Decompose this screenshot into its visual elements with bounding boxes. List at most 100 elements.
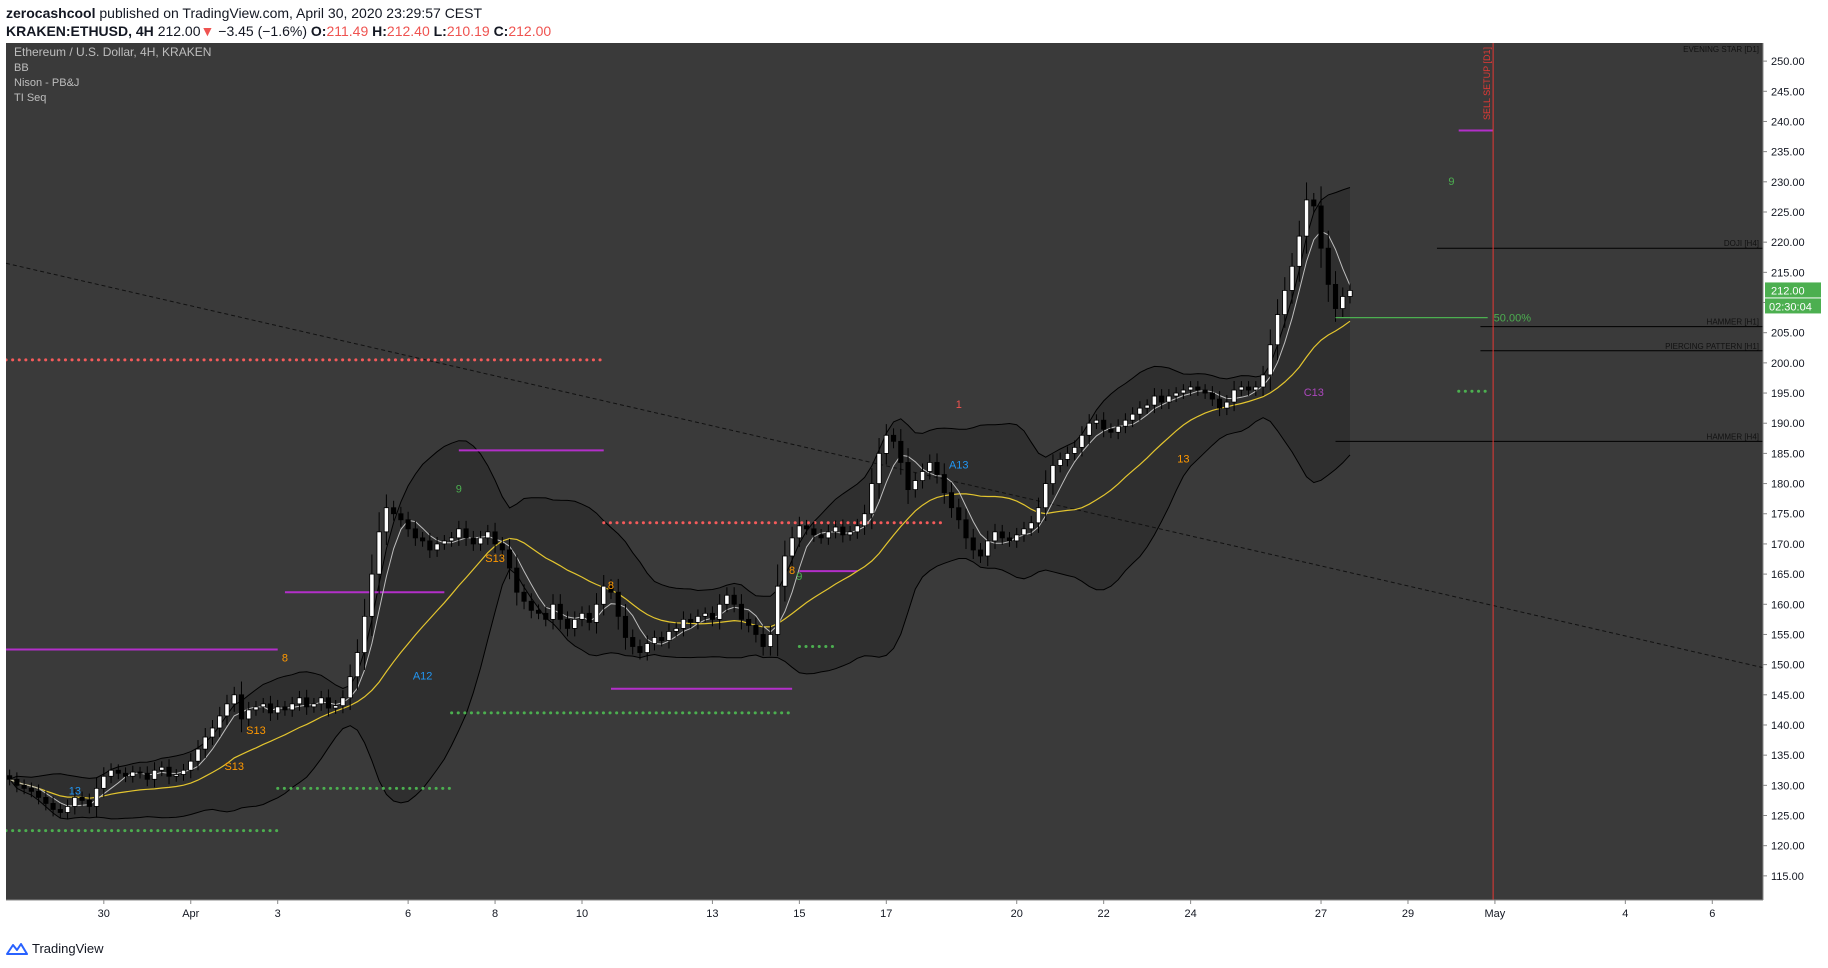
candle-body [521,591,527,602]
candle-body [847,531,853,536]
y-tick-label: 135.00 [1771,750,1805,762]
candle-body [833,526,839,533]
candle-body [963,519,969,539]
candle-body [702,612,708,617]
seq-label: 13 [69,785,81,797]
candle-body [1311,199,1317,207]
x-tick-label: Apr [182,908,199,920]
candle-body [1267,344,1273,376]
candle-body [1108,428,1114,433]
candle-body [601,585,607,605]
legend-indicator-nison[interactable]: Nison - PB&J [14,77,79,89]
legend-indicator-tiseq[interactable]: TI Seq [14,92,46,104]
candle-body [905,462,911,491]
author-name[interactable]: zerocashcool [6,5,96,21]
candle-body [709,612,715,620]
candle-body [985,540,991,557]
candle-body [593,603,600,623]
bollinger-lower [9,417,1351,820]
y-tick-label: 120.00 [1771,841,1805,853]
pattern-label: HAMMER [H1] [1707,318,1759,327]
y-tick-label: 245.00 [1771,86,1805,98]
candle-body [688,618,694,623]
y-tick-label: 125.00 [1771,811,1805,823]
candle-body [1137,407,1143,415]
legend-indicator-bb[interactable]: BB [14,62,29,74]
candle-body [1238,386,1244,391]
candle-body [354,652,360,678]
candle-body [1166,395,1172,403]
seq-label: 9 [796,571,802,583]
candle-body [151,769,158,780]
candle-body [992,531,998,542]
candle-body [1173,392,1179,397]
countdown-badge-text: 02:30:04 [1769,301,1812,313]
candle-body [463,528,469,539]
candle-body [57,809,63,813]
change-down-icon: ▼ [200,23,215,39]
tradingview-brand[interactable]: TradingView [32,941,104,956]
candle-body [173,774,179,777]
candle-body [325,697,331,709]
candle-body [927,462,933,472]
candle-body [1115,425,1121,433]
y-tick-label: 140.00 [1771,720,1805,732]
price-axis-background [1763,43,1823,936]
high-label: H: [372,23,387,39]
candle-body [695,615,701,623]
candle-body [948,492,955,509]
low-value: 210.19 [446,23,490,39]
candle-body [333,705,339,709]
x-tick-label: 22 [1098,908,1110,920]
candle-body [1260,374,1266,388]
candle-body [72,797,78,807]
candle-body [782,555,788,587]
candle-body [1224,401,1230,409]
candle-body [890,434,897,442]
candle-body [644,643,650,653]
candle-body [427,540,433,551]
candle-body [231,694,237,705]
candle-body [999,531,1005,539]
y-tick-label: 195.00 [1771,388,1805,400]
price-badge [1765,282,1821,298]
pattern-label: EVENING STAR [D1] [1683,45,1759,54]
candle-body [391,507,397,515]
axes: 115.00 120.00 125.00 130.00 135.00 140.00 145.… [6,43,1823,936]
x-tick-label: May [1485,908,1506,920]
bollinger-upper [9,187,1351,780]
high-value: 212.40 [386,23,430,39]
publish-info: zerocashcool published on TradingView.co… [6,5,482,21]
seq-label: 8 [282,653,288,665]
candle-body [1332,284,1339,309]
candle-body [680,618,687,629]
y-tick-label: 230.00 [1771,177,1805,189]
candle-body [731,594,737,605]
candle-body [970,537,976,551]
published-text: published on TradingView.com, April 30, … [99,5,483,21]
legend: Ethereum / U.S. Dollar, 4H, KRAKEN BB Ni… [14,45,211,104]
candle-body [630,637,636,647]
x-tick-label: 27 [1315,908,1327,920]
seq-label: 13 [1177,453,1189,465]
candle-body [420,537,426,542]
symbol-label: KRAKEN:ETHUSD, 4H [6,23,154,39]
candles [7,182,1353,820]
y-tick-label: 180.00 [1771,479,1805,491]
y-tick-label: 200.00 [1771,358,1805,370]
candle-body [441,540,447,545]
chart-container[interactable]: DOJI [H4] HAMMER [H1] PIERCING PATTERN [H1… [4,43,1823,936]
candle-body [1209,392,1215,400]
candle-body [572,618,578,629]
candle-body [93,787,100,807]
candle-body [28,787,34,792]
candle-body [579,612,585,620]
candle-body [79,797,85,801]
candle-body [1180,389,1186,394]
candle-body [180,769,187,775]
candle-body [1079,434,1085,448]
candle-body [43,797,49,804]
candle-body [717,603,723,620]
price-chart[interactable]: DOJI [H4] HAMMER [H1] PIERCING PATTERN [H1… [4,43,1823,936]
